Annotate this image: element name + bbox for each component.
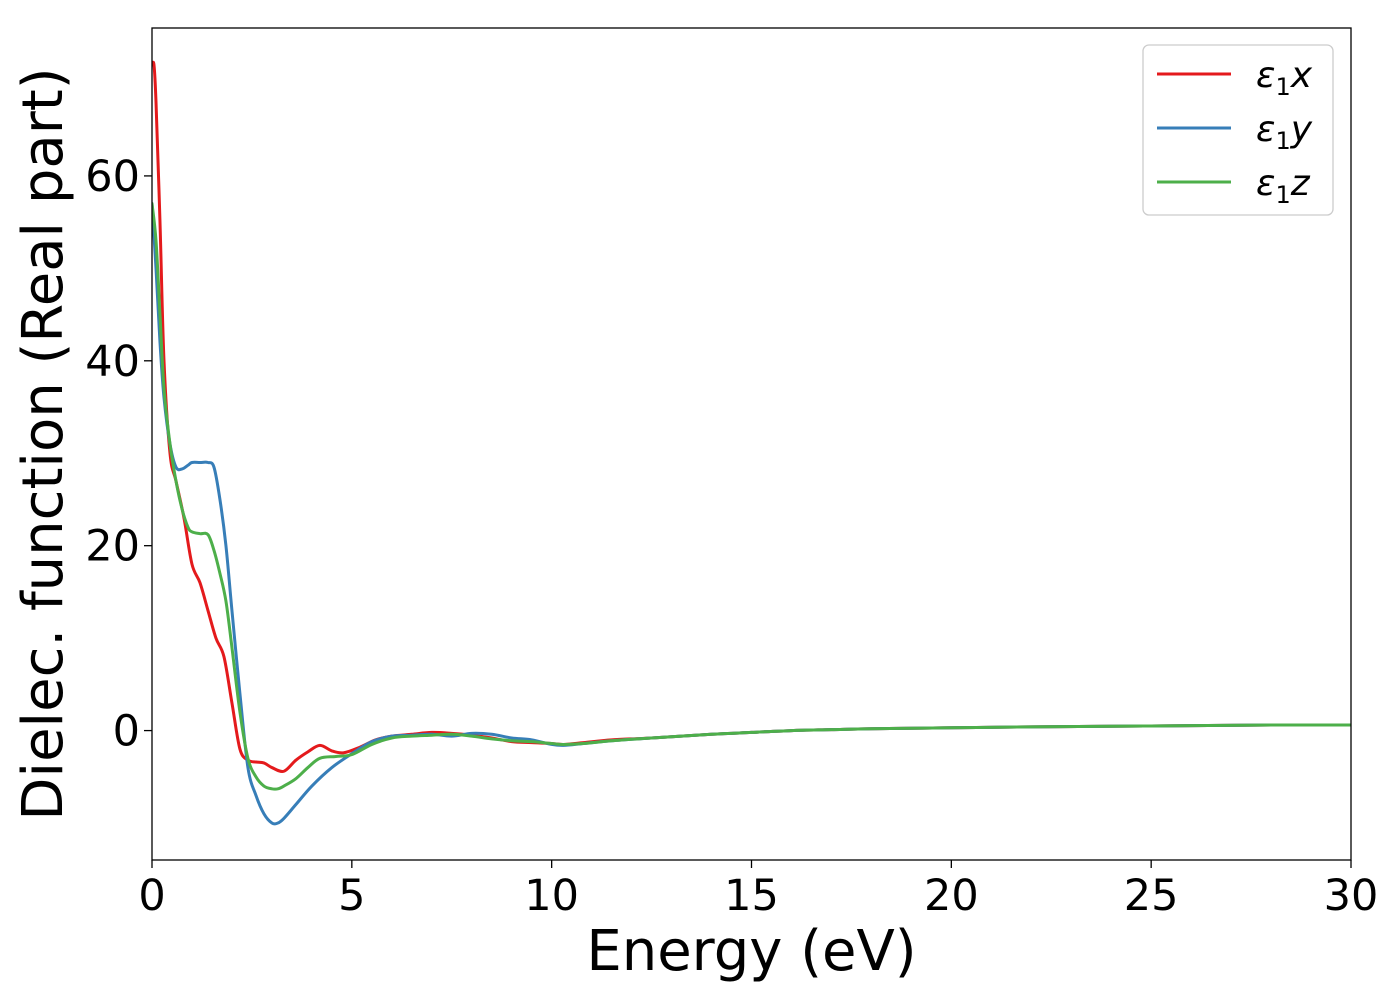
legend: ε1x ε1y ε1z: [1142, 44, 1334, 216]
y-tick-label: 20: [85, 522, 140, 572]
y-tick-label: 60: [85, 152, 140, 202]
y-axis-label: Dielec. function (Real part): [11, 67, 76, 820]
legend-label-y: ε1y: [1256, 109, 1313, 155]
x-tick-label: 0: [138, 871, 165, 921]
ticks-layer: 0 5 10 15 20 25 30 0 20 40 60: [85, 152, 1378, 921]
series-line-z: [152, 202, 1351, 791]
x-tick-label: 20: [924, 871, 979, 921]
y-tick-label: 40: [85, 337, 140, 387]
series-layer: [152, 60, 1351, 826]
x-tick-label: 10: [524, 871, 579, 921]
legend-box: [1142, 44, 1334, 216]
x-tick-label: 15: [724, 871, 779, 921]
legend-label-z: ε1z: [1256, 163, 1311, 209]
x-tick-label: 30: [1324, 871, 1379, 921]
x-tick-label: 5: [338, 871, 365, 921]
y-tick-label: 0: [113, 707, 140, 757]
x-axis-label: Energy (eV): [586, 919, 916, 984]
legend-label-x: ε1x: [1256, 55, 1313, 101]
x-tick-label: 25: [1124, 871, 1179, 921]
